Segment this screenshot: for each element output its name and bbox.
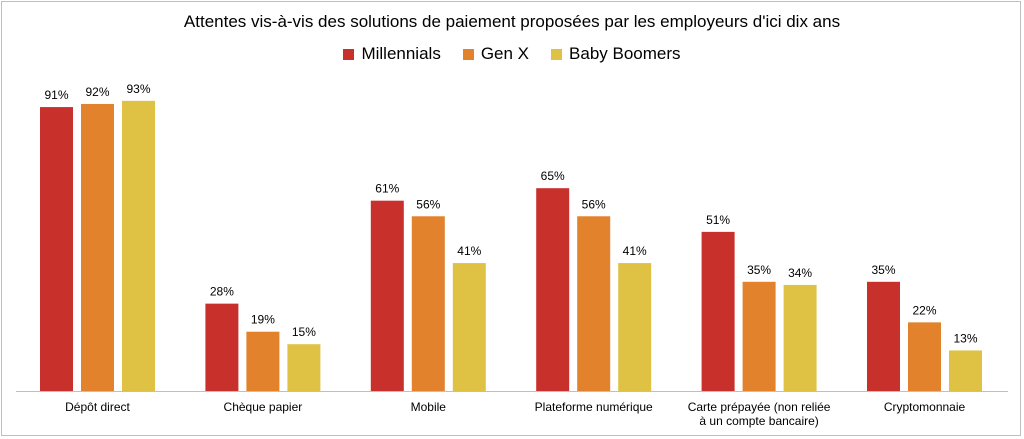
bar-mobile-millennials	[370, 200, 404, 391]
data-label-cryptomonnaie-millennials: 35%	[871, 263, 895, 277]
bar-cheque-papier-gen-x	[246, 331, 280, 391]
bar-depot-direct-millennials	[40, 107, 73, 391]
category-label-carte-prepayee-non-reliee-a-un-compte-bancaire-line-2: à un compte bancaire)	[699, 414, 818, 428]
legend: Millennials Gen X Baby Boomers	[0, 44, 1024, 64]
legend-item-baby-boomers: Baby Boomers	[551, 44, 681, 64]
bar-depot-direct-gen-x	[81, 103, 114, 392]
legend-swatch-baby-boomers	[551, 48, 563, 60]
legend-label-millennials: Millennials	[361, 44, 441, 63]
data-label-cryptomonnaie-baby-boomers: 13%	[953, 331, 977, 345]
legend-item-millennials: Millennials	[343, 44, 441, 64]
bar-cheque-papier-millennials	[205, 303, 239, 391]
data-label-carte-prepayee-non-reliee-a-un-compte-bancaire-millennials: 51%	[706, 213, 730, 227]
data-label-plateforme-numerique-gen-x: 56%	[582, 197, 606, 211]
category-label-mobile: Mobile	[411, 400, 447, 414]
data-label-plateforme-numerique-millennials: 65%	[541, 169, 565, 183]
data-label-cheque-papier-millennials: 28%	[210, 285, 234, 299]
data-label-cryptomonnaie-gen-x: 22%	[912, 303, 936, 317]
chart-title: Attentes vis-à-vis des solutions de paie…	[183, 12, 841, 31]
legend-label-baby-boomers: Baby Boomers	[569, 44, 681, 63]
data-label-depot-direct-gen-x: 92%	[85, 85, 109, 99]
data-label-carte-prepayee-non-reliee-a-un-compte-bancaire-gen-x: 35%	[747, 263, 771, 277]
bar-carte-prepayee-non-reliee-a-un-compte-bancaire-baby-boomers	[783, 284, 817, 391]
data-label-carte-prepayee-non-reliee-a-un-compte-bancaire-baby-boomers: 34%	[788, 266, 812, 280]
category-label-carte-prepayee-non-reliee-a-un-compte-bancaire-line-1: Carte prépayée (non reliée	[688, 400, 831, 414]
category-label-depot-direct: Dépôt direct	[65, 400, 130, 414]
data-label-depot-direct-millennials: 91%	[44, 88, 68, 102]
bar-plateforme-numerique-baby-boomers	[618, 263, 652, 391]
bar-cryptomonnaie-gen-x	[908, 322, 941, 391]
data-label-cheque-papier-gen-x: 19%	[251, 313, 275, 327]
category-label-plateforme-numerique: Plateforme numérique	[535, 400, 653, 414]
bar-carte-prepayee-non-reliee-a-un-compte-bancaire-gen-x	[742, 281, 776, 391]
bar-mobile-gen-x	[411, 216, 445, 391]
data-label-mobile-millennials: 61%	[375, 182, 399, 196]
category-label-cheque-papier: Chèque papier	[224, 400, 303, 414]
bar-plateforme-numerique-gen-x	[577, 216, 611, 391]
legend-item-gen-x: Gen X	[462, 44, 530, 64]
category-label-cryptomonnaie: Cryptomonnaie	[884, 400, 966, 414]
legend-swatch-millennials	[343, 48, 355, 60]
legend-swatch-gen-x	[462, 48, 474, 60]
bar-depot-direct-baby-boomers	[122, 100, 155, 391]
bar-mobile-baby-boomers	[452, 263, 486, 391]
bar-cryptomonnaie-millennials	[867, 281, 900, 391]
data-label-depot-direct-baby-boomers: 93%	[126, 82, 150, 96]
data-label-cheque-papier-baby-boomers: 15%	[292, 325, 316, 339]
data-label-mobile-baby-boomers: 41%	[457, 244, 481, 258]
bar-cheque-papier-baby-boomers	[287, 344, 321, 391]
data-label-plateforme-numerique-baby-boomers: 41%	[623, 244, 647, 258]
bar-cryptomonnaie-baby-boomers	[949, 350, 982, 391]
data-label-mobile-gen-x: 56%	[416, 197, 440, 211]
bar-carte-prepayee-non-reliee-a-un-compte-bancaire-millennials	[701, 231, 735, 391]
bar-plateforme-numerique-millennials	[536, 188, 570, 391]
legend-label-gen-x: Gen X	[480, 44, 530, 63]
